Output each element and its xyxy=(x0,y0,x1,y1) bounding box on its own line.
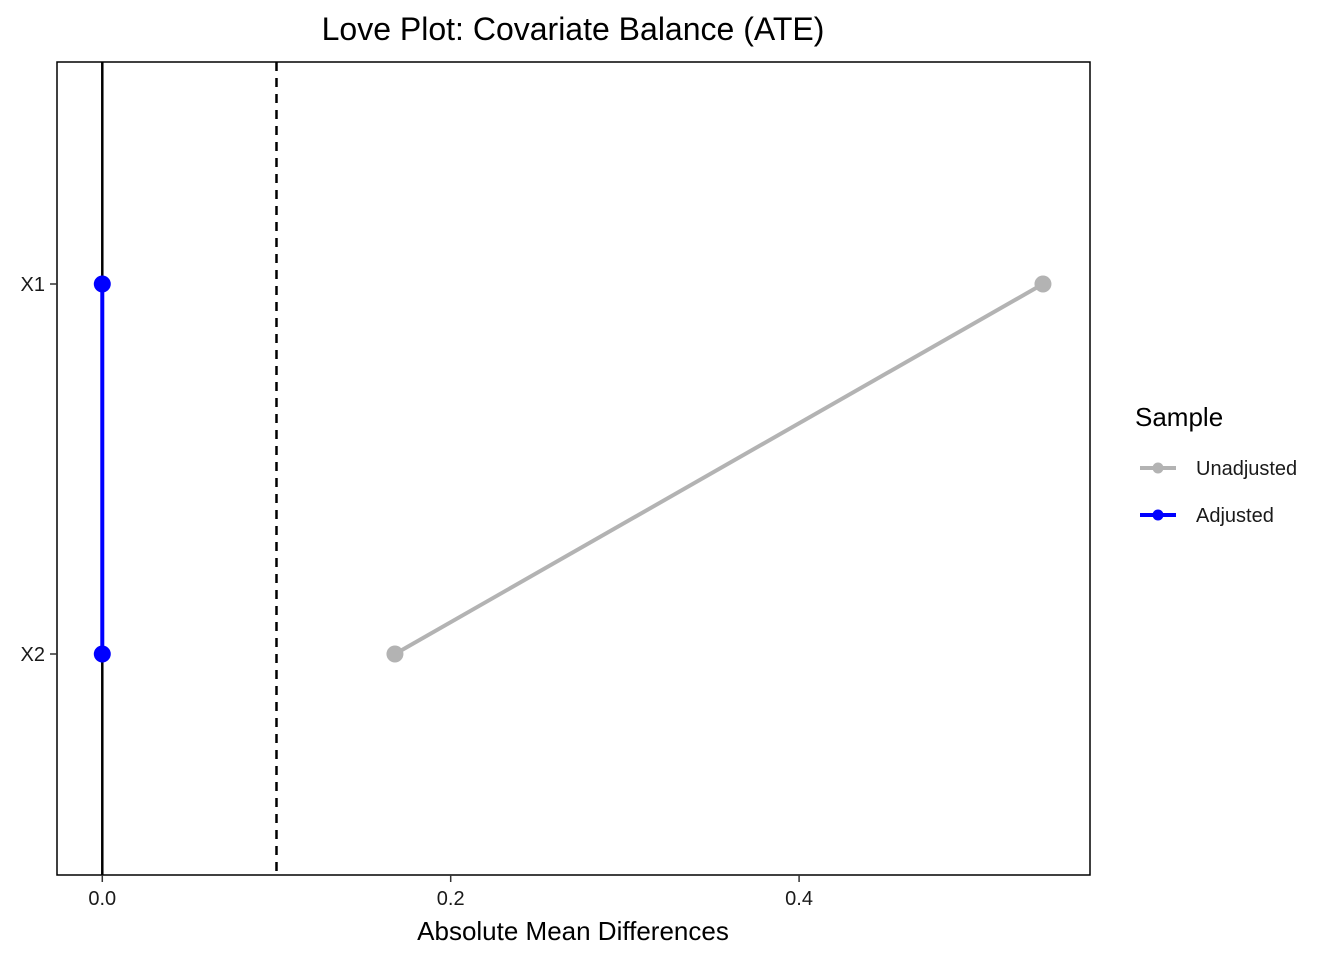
series-line-unadjusted xyxy=(393,282,1044,656)
panel-border xyxy=(56,61,1091,876)
legend-label-adjusted: Adjusted xyxy=(1196,505,1274,527)
x-tick-label: 0.0 xyxy=(88,888,116,910)
x-tick-label: 0.4 xyxy=(785,888,813,910)
point-unadjusted-x2 xyxy=(386,645,404,663)
legend: Sample Unadjusted Adjusted xyxy=(1135,402,1297,527)
y-tick-label: X1 xyxy=(21,274,45,296)
legend-key-point xyxy=(1152,462,1164,474)
legend-title: Sample xyxy=(1135,402,1223,432)
legend-label-unadjusted: Unadjusted xyxy=(1196,458,1297,480)
x-axis-title: Absolute Mean Differences xyxy=(417,916,729,946)
point-unadjusted-x1 xyxy=(1034,275,1052,293)
plot-area: X1 X2 0.0 0.2 0.4 xyxy=(21,61,1091,910)
point-adjusted-x1 xyxy=(93,275,111,293)
x-tick-label: 0.2 xyxy=(437,888,465,910)
y-tick-label: X2 xyxy=(21,644,45,666)
point-adjusted-x2 xyxy=(93,645,111,663)
chart-title: Love Plot: Covariate Balance (ATE) xyxy=(322,11,825,47)
legend-key-point xyxy=(1152,509,1164,521)
